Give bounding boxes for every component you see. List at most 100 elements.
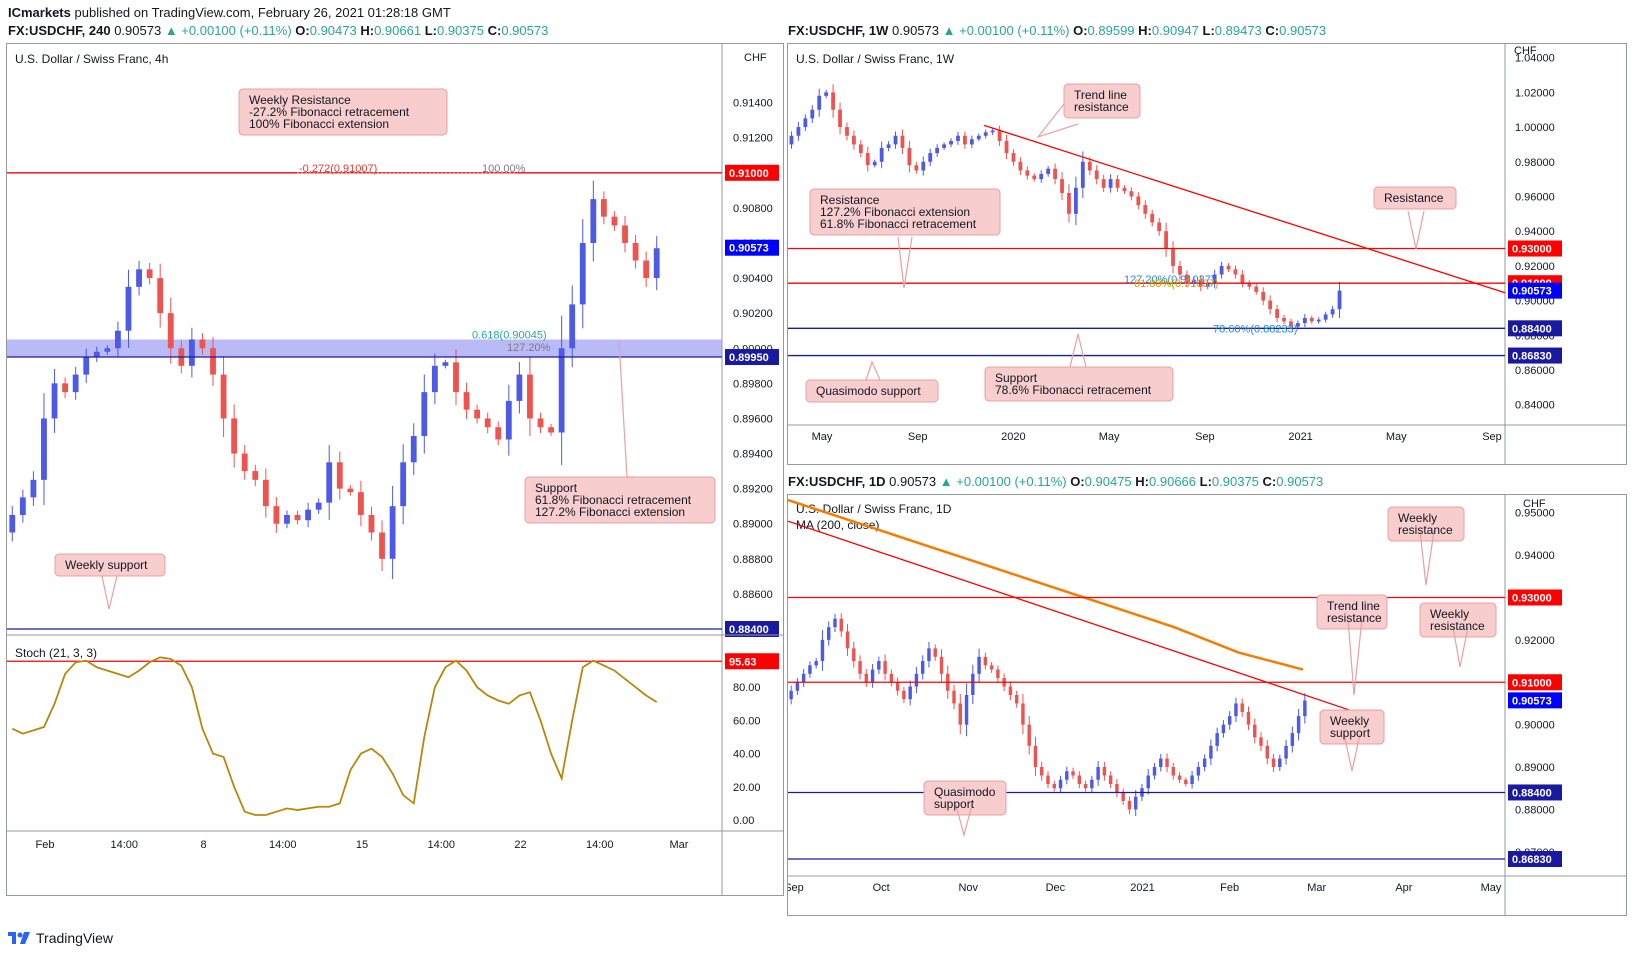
note-trend-line-line: resistance bbox=[1327, 611, 1382, 625]
h4-candle bbox=[537, 418, 544, 428]
price-tag-last-bg bbox=[725, 239, 779, 256]
y-tick-label: 0.91400 bbox=[733, 98, 773, 110]
d1-candle bbox=[1290, 733, 1295, 746]
w1-candle bbox=[1240, 274, 1245, 284]
w1-low: 0.89473 bbox=[1214, 23, 1262, 38]
x-tick-label: 14:00 bbox=[110, 839, 138, 851]
publish-text: published on TradingView.com, February 2… bbox=[74, 5, 451, 20]
y-tick-label: 0.92000 bbox=[1515, 261, 1555, 273]
w1-chart-panel[interactable]: U.S. Dollar / Swiss Franc, 1W CHF 127.20%(… bbox=[787, 43, 1627, 465]
h4-chart-panel[interactable]: U.S. Dollar / Swiss Franc, 4h CHF -0.272(0… bbox=[6, 43, 784, 896]
x-tick-label: Sep bbox=[908, 431, 928, 443]
d1-candle bbox=[996, 669, 1000, 679]
w1-low-label: L: bbox=[1202, 23, 1215, 38]
h4-candle bbox=[347, 488, 354, 493]
d1-candle bbox=[914, 673, 919, 687]
d1-chart-panel[interactable]: U.S. Dollar / Swiss Franc, 1D MA (200, cl… bbox=[787, 494, 1627, 916]
note-quasimodo-pointer bbox=[865, 360, 881, 381]
h4-chart-svg[interactable]: U.S. Dollar / Swiss Franc, 4h CHF -0.272(0… bbox=[7, 44, 783, 895]
note-weekly-support-line: support bbox=[1330, 726, 1371, 740]
d1-candle bbox=[1259, 737, 1263, 746]
d1-candle bbox=[1278, 758, 1282, 768]
y-tick-label: 0.92000 bbox=[1515, 635, 1555, 647]
h4-candle bbox=[220, 374, 227, 419]
d1-candle bbox=[971, 673, 975, 695]
y-tick-label: 0.00 bbox=[733, 815, 754, 827]
d1-candle bbox=[1090, 779, 1094, 789]
d1-chart-svg[interactable]: U.S. Dollar / Swiss Franc, 1D MA (200, cl… bbox=[788, 495, 1626, 915]
note-trend-line-pointer bbox=[1347, 618, 1363, 696]
note-weekly-resistance-box bbox=[1387, 506, 1465, 542]
price-tag-last-bg bbox=[1508, 282, 1562, 299]
w1-candle bbox=[872, 161, 877, 166]
w1-candle bbox=[907, 147, 912, 166]
note-weekly-resistance-box bbox=[238, 88, 448, 136]
note-quasimodo-box bbox=[923, 780, 1007, 816]
h4-candle bbox=[527, 374, 533, 419]
w1-candle bbox=[1150, 213, 1155, 223]
h4-candle bbox=[358, 492, 364, 515]
note-quasimodo-pointer bbox=[955, 804, 973, 838]
currency-label: CHF bbox=[1523, 498, 1546, 510]
h4-candle bbox=[62, 383, 69, 393]
note-support-box bbox=[984, 366, 1174, 402]
currency-label: CHF bbox=[1514, 45, 1537, 57]
h4-candle bbox=[30, 479, 37, 498]
note-resistance-line: Resistance bbox=[820, 193, 880, 207]
h4-candle bbox=[136, 269, 142, 287]
price-tag-support: 0.89950 bbox=[729, 352, 769, 364]
d1-candle bbox=[833, 618, 837, 628]
price-tag-resistance: 0.93000 bbox=[1512, 244, 1552, 256]
h4-candle bbox=[643, 260, 650, 279]
x-tick-label: May bbox=[1099, 431, 1120, 443]
x-tick-label: 2021 bbox=[1288, 431, 1312, 443]
w1-candle bbox=[1254, 286, 1259, 292]
fib-label: 61.80%(0.91037) bbox=[1134, 278, 1218, 290]
w1-candle bbox=[997, 130, 1002, 141]
d1-candle bbox=[883, 661, 887, 674]
w1-candle bbox=[1018, 161, 1023, 171]
d1-candle bbox=[889, 673, 894, 683]
tradingview-footer[interactable]: TradingView bbox=[8, 930, 113, 946]
price-tag-weekly-support-bg bbox=[725, 621, 779, 637]
h4-candle bbox=[516, 374, 523, 401]
d1-high: 0.90666 bbox=[1149, 474, 1197, 489]
d1-candle bbox=[1077, 775, 1082, 784]
w1-candle bbox=[1219, 265, 1224, 275]
d1-candle bbox=[1071, 771, 1075, 776]
h4-candle bbox=[72, 374, 79, 393]
h4-candle bbox=[146, 269, 153, 279]
w1-candle bbox=[1247, 283, 1252, 287]
h4-candle bbox=[104, 348, 111, 352]
x-tick-label: Nov bbox=[958, 882, 978, 894]
tradingview-brand: TradingView bbox=[36, 930, 114, 946]
note-weekly-resistance-line: resistance bbox=[1398, 523, 1453, 537]
w1-candle bbox=[914, 165, 919, 171]
h4-candle bbox=[442, 362, 449, 366]
h4-candle bbox=[622, 225, 628, 243]
price-tag-support-bg bbox=[1508, 320, 1562, 337]
note-weekly-support-pointer bbox=[101, 575, 118, 610]
w1-candle bbox=[1157, 222, 1162, 232]
price-tag-resistance-2: 0.91000 bbox=[1512, 677, 1552, 689]
note-resistance-box bbox=[809, 188, 1001, 236]
note-trend-line-box bbox=[1316, 594, 1388, 630]
y-tick-label: 0.91200 bbox=[733, 133, 773, 145]
x-tick-label: Apr bbox=[1395, 882, 1412, 894]
ma-200-line bbox=[788, 498, 1304, 671]
h4-candle bbox=[579, 242, 586, 305]
w1-chart-svg[interactable]: U.S. Dollar / Swiss Franc, 1W CHF 127.20%(… bbox=[788, 44, 1626, 464]
h4-low: 0.90375 bbox=[436, 23, 484, 38]
note-trend-line-line: resistance bbox=[1074, 100, 1129, 114]
note-weekly-support-box bbox=[1319, 709, 1385, 745]
d1-candle bbox=[1027, 724, 1031, 746]
chart-title: U.S. Dollar / Swiss Franc, 4h bbox=[15, 52, 168, 66]
x-tick-label: 15 bbox=[356, 839, 368, 851]
note-trend-line-line: Trend line bbox=[1327, 599, 1380, 613]
w1-candle bbox=[1233, 269, 1238, 275]
h4-candle bbox=[590, 199, 597, 243]
w1-candle bbox=[1330, 309, 1335, 315]
d1-candle bbox=[1265, 745, 1269, 759]
publisher-name: ICmarkets bbox=[8, 5, 71, 20]
w1-candle bbox=[1025, 170, 1030, 176]
